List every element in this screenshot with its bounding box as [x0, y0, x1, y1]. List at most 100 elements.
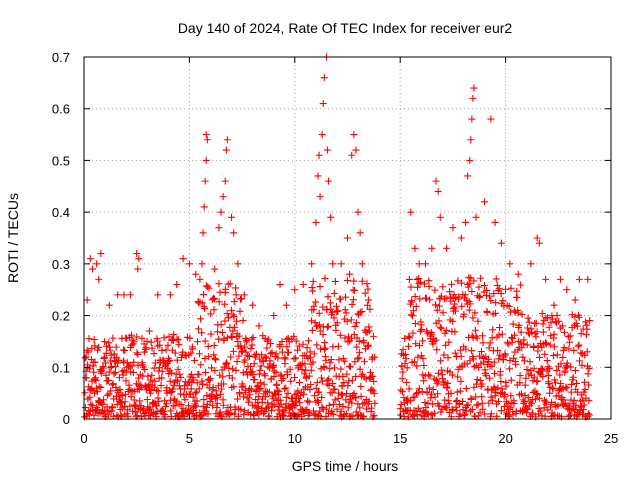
- roti-point-background: [511, 331, 519, 339]
- roti-point-background: [431, 409, 439, 417]
- roti-point-background: [282, 393, 290, 401]
- roti-point-background: [270, 367, 278, 375]
- roti-point-background: [365, 327, 373, 335]
- roti-point-background: [497, 378, 505, 386]
- roti-point: [527, 260, 535, 268]
- roti-point-background: [506, 356, 514, 364]
- x-tick-label: 15: [393, 431, 407, 446]
- roti-point-background: [158, 346, 166, 354]
- roti-point-background: [363, 301, 371, 309]
- roti-point-background: [309, 278, 317, 286]
- roti-point-background: [347, 316, 355, 324]
- roti-point-background: [198, 299, 206, 307]
- roti-point-background: [271, 401, 279, 409]
- roti-point-background: [151, 377, 159, 385]
- roti-point: [443, 244, 451, 252]
- roti-point-background: [318, 404, 326, 412]
- roti-point-background: [166, 377, 174, 385]
- x-tick-label: 20: [498, 431, 512, 446]
- roti-point-background: [487, 410, 495, 418]
- roti-point-background: [213, 399, 221, 407]
- roti-point-background: [454, 373, 462, 381]
- roti-point-background: [460, 310, 468, 318]
- roti-point: [352, 146, 360, 154]
- roti-point-background: [108, 381, 116, 389]
- roti-point: [467, 136, 475, 144]
- roti-point-background: [341, 334, 349, 342]
- roti-point-background: [296, 399, 304, 407]
- y-tick-label: 0.2: [52, 309, 70, 324]
- roti-point-background: [158, 367, 166, 375]
- roti-point-background: [356, 365, 364, 373]
- roti-point: [196, 275, 204, 283]
- roti-point: [434, 187, 442, 195]
- roti-point-background: [250, 360, 258, 368]
- roti-point-background: [150, 350, 158, 358]
- roti-point-background: [312, 298, 320, 306]
- roti-point-background: [559, 322, 567, 330]
- roti-point-background: [274, 406, 282, 414]
- roti-point-background: [539, 373, 547, 381]
- roti-point-background: [355, 337, 363, 345]
- roti-point-background: [261, 372, 269, 380]
- roti-point-background: [225, 364, 233, 372]
- roti-point-background: [166, 357, 174, 365]
- roti-point-background: [517, 328, 525, 336]
- roti-point-background: [97, 383, 105, 391]
- roti-point-background: [229, 311, 237, 319]
- roti-point-background: [399, 368, 407, 376]
- roti-point-background: [292, 401, 300, 409]
- roti-point: [203, 136, 211, 144]
- roti-point-background: [505, 302, 513, 310]
- roti-point-background: [559, 353, 567, 361]
- roti-point-background: [513, 294, 521, 302]
- roti-point-background: [147, 386, 155, 394]
- roti-point-background: [425, 277, 433, 285]
- roti-point-background: [425, 371, 433, 379]
- roti-point-background: [507, 376, 515, 384]
- roti-point-background: [323, 323, 331, 331]
- roti-point: [571, 296, 579, 304]
- roti-point-background: [445, 338, 453, 346]
- y-tick-label: 0.3: [52, 257, 70, 272]
- roti-point-background: [468, 406, 476, 414]
- roti-point-background: [156, 341, 164, 349]
- roti-point-background: [488, 397, 496, 405]
- roti-point-background: [133, 333, 141, 341]
- roti-point-background: [315, 309, 323, 317]
- roti-point-background: [528, 328, 536, 336]
- roti-point-background: [512, 407, 520, 415]
- roti-point-background: [279, 374, 287, 382]
- roti-point-background: [342, 410, 350, 418]
- roti-point-background: [546, 389, 554, 397]
- roti-point-background: [426, 372, 434, 380]
- roti-point-background: [548, 398, 556, 406]
- roti-point-background: [171, 402, 179, 410]
- roti-point-background: [333, 319, 341, 327]
- roti-point-background: [272, 369, 280, 377]
- roti-point-background: [314, 398, 322, 406]
- roti-point: [270, 312, 278, 320]
- roti-point-background: [361, 289, 369, 297]
- roti-point-background: [570, 396, 578, 404]
- roti-point-background: [420, 362, 428, 370]
- roti-point-background: [227, 409, 235, 417]
- roti-point-background: [219, 373, 227, 381]
- roti-point-background: [295, 342, 303, 350]
- roti-point-background: [441, 396, 449, 404]
- roti-point: [356, 229, 364, 237]
- roti-point: [105, 301, 113, 309]
- roti-point: [449, 224, 457, 232]
- roti-point: [230, 229, 238, 237]
- roti-point-background: [402, 355, 410, 363]
- roti-point-background: [516, 371, 524, 379]
- roti-point-background: [457, 352, 465, 360]
- roti-point-background: [128, 336, 136, 344]
- roti-point-background: [162, 346, 170, 354]
- roti-point: [221, 177, 229, 185]
- roti-point: [470, 84, 478, 92]
- roti-point-background: [447, 389, 455, 397]
- roti-point-background: [320, 345, 328, 353]
